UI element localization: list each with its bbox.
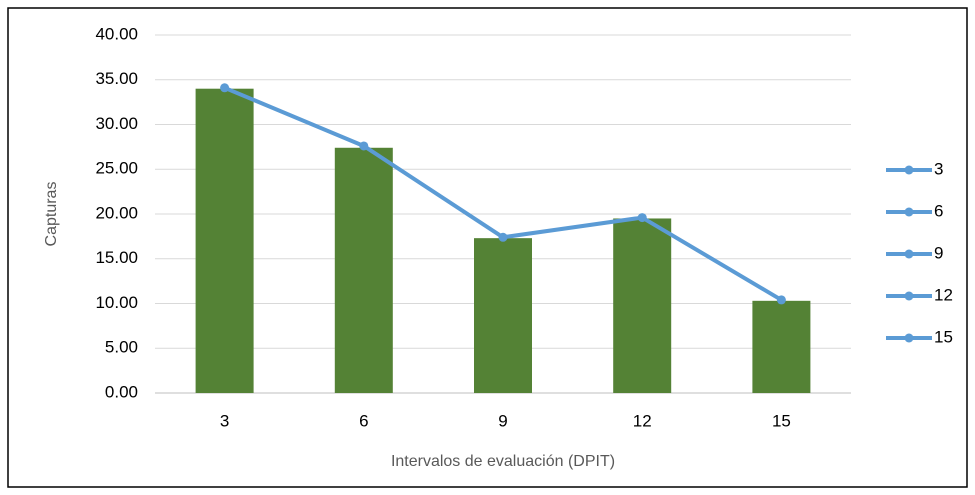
legend-label: 9 bbox=[934, 243, 943, 262]
bar bbox=[752, 300, 811, 393]
line-point bbox=[220, 83, 230, 93]
legend-marker bbox=[904, 249, 914, 259]
bar bbox=[613, 218, 672, 393]
y-tick-label: 5.00 bbox=[105, 338, 138, 357]
y-tick-label: 30.00 bbox=[95, 114, 138, 133]
legend-marker bbox=[904, 165, 914, 175]
y-tick-label: 20.00 bbox=[95, 203, 138, 222]
legend-marker bbox=[904, 291, 914, 301]
line-point bbox=[776, 295, 786, 305]
legend-label: 15 bbox=[934, 327, 953, 346]
line-point bbox=[359, 141, 369, 151]
legend-marker bbox=[904, 333, 914, 343]
y-tick-label: 35.00 bbox=[95, 69, 138, 88]
legend-label: 6 bbox=[934, 201, 943, 220]
bar bbox=[334, 147, 393, 393]
y-tick-label: 10.00 bbox=[95, 293, 138, 312]
x-tick-label: 15 bbox=[772, 411, 791, 430]
y-tick-label: 15.00 bbox=[95, 248, 138, 267]
y-tick-label: 0.00 bbox=[105, 382, 138, 401]
legend-label: 12 bbox=[934, 285, 953, 304]
y-axis-label: Capturas bbox=[43, 182, 60, 247]
y-tick-label: 40.00 bbox=[95, 24, 138, 43]
legend-marker bbox=[904, 207, 914, 217]
line-point bbox=[637, 213, 647, 223]
bar bbox=[474, 238, 532, 393]
x-axis-label: Intervalos de evaluación (DPIT) bbox=[391, 453, 615, 470]
x-tick-label: 6 bbox=[359, 411, 368, 430]
x-tick-label: 9 bbox=[498, 411, 507, 430]
x-tick-label: 3 bbox=[220, 411, 229, 430]
bar bbox=[195, 88, 254, 393]
y-tick-label: 25.00 bbox=[95, 159, 138, 178]
x-tick-label: 12 bbox=[633, 411, 652, 430]
line-point bbox=[498, 232, 508, 242]
legend-label: 3 bbox=[934, 159, 943, 178]
